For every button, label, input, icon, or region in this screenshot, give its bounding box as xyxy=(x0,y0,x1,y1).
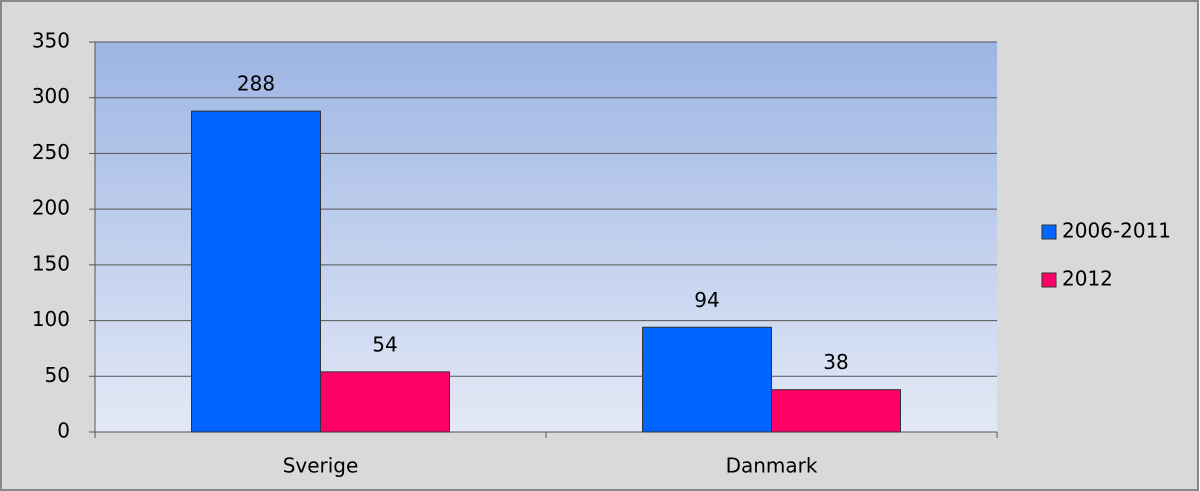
x-tick-label: Sverige xyxy=(283,454,359,478)
data-label: 54 xyxy=(372,332,397,356)
bar xyxy=(771,389,901,433)
y-tick-label: 100 xyxy=(32,307,70,331)
y-tick-label: 0 xyxy=(57,419,70,443)
data-label: 94 xyxy=(694,288,719,312)
y-tick-label: 150 xyxy=(32,251,70,275)
legend-label: 2012 xyxy=(1062,267,1113,291)
data-label: 288 xyxy=(237,72,275,96)
y-tick-label: 50 xyxy=(45,363,70,387)
y-tick-label: 250 xyxy=(32,140,70,164)
y-tick-label: 300 xyxy=(32,84,70,108)
legend-swatch xyxy=(1041,224,1057,240)
y-tick-label: 200 xyxy=(32,196,70,220)
y-tick-label: 350 xyxy=(32,29,70,53)
legend-swatch xyxy=(1041,272,1057,288)
bar xyxy=(191,110,321,433)
legend-label: 2006-2011 xyxy=(1062,219,1171,243)
x-tick-label: Danmark xyxy=(726,454,818,478)
data-label: 38 xyxy=(823,350,848,374)
bar xyxy=(320,371,450,433)
bar xyxy=(642,326,772,433)
